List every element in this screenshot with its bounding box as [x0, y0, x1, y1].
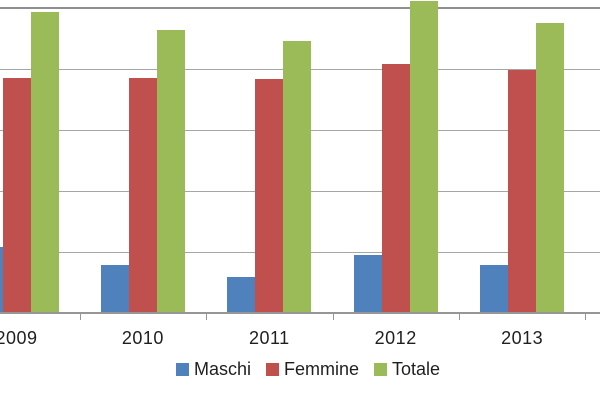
x-axis-label-2010: 2010	[121, 328, 164, 348]
bar-femmine-2013	[508, 70, 537, 313]
bar-totale-2013	[536, 23, 565, 313]
x-axis-label-2011: 2011	[248, 328, 290, 348]
x-axis-label-2012: 2012	[374, 328, 417, 348]
x-axis-tick	[332, 313, 334, 320]
legend-item-maschi: Maschi	[176, 359, 251, 380]
bar-femmine-2010	[128, 78, 157, 313]
bar-femmine-2009	[2, 78, 31, 313]
x-axis-tick	[458, 313, 460, 320]
legend-swatch-totale-icon	[374, 363, 388, 376]
bar-maschi-2011	[227, 277, 256, 313]
x-axis-tick	[79, 313, 81, 320]
legend-item-totale: Totale	[374, 359, 440, 380]
bar-maschi-2012	[353, 255, 382, 313]
legend-swatch-maschi-icon	[176, 363, 189, 376]
gridline	[0, 7, 600, 9]
legend-item-femmine: Femmine	[266, 359, 359, 380]
bar-femmine-2012	[381, 64, 410, 313]
legend-label-maschi: Maschi	[194, 359, 252, 379]
bar-maschi-2009	[0, 247, 3, 313]
bar-maschi-2010	[100, 264, 129, 313]
bar-femmine-2011	[255, 78, 284, 313]
bar-maschi-2013	[480, 264, 509, 313]
x-axis-label-2013: 2013	[501, 328, 544, 348]
legend-swatch-femmine-icon	[266, 363, 280, 376]
bar-totale-2011	[283, 40, 312, 313]
legend: Maschi Femmine Totale	[176, 359, 440, 380]
legend-label-totale: Totale	[392, 359, 441, 379]
bar-totale-2009	[30, 12, 59, 313]
x-axis-tick	[206, 313, 208, 320]
bar-totale-2012	[409, 0, 438, 313]
x-axis-tick	[585, 313, 587, 320]
bar-totale-2010	[156, 29, 185, 313]
x-axis-label-2009: 2009	[0, 328, 38, 348]
legend-label-femmine: Femmine	[284, 359, 360, 379]
x-axis-line	[0, 312, 600, 314]
